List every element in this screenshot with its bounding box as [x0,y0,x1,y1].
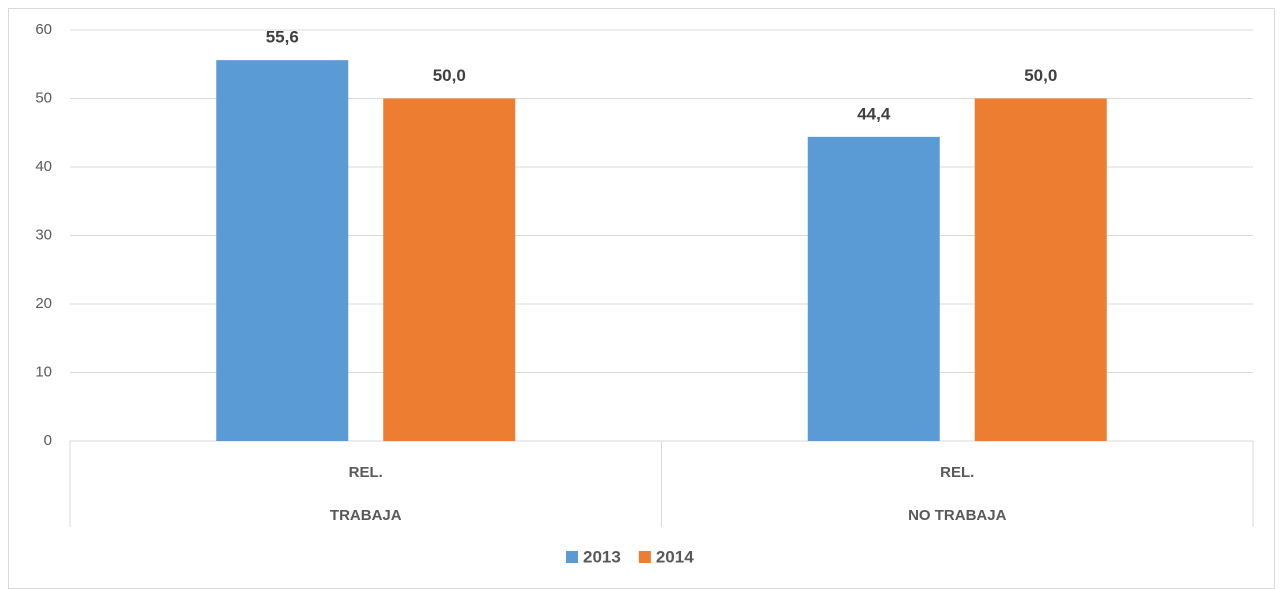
value-label: 44,4 [857,104,891,123]
y-tick-label: 0 [44,432,52,449]
y-tick-label: 30 [35,226,52,243]
bar [383,98,516,441]
x-category-label: TRABAJA [330,507,402,524]
legend-swatch [566,551,578,563]
y-tick-label: 10 [35,363,52,380]
y-tick-label: 40 [35,158,52,175]
x-category-label: NO TRABAJA [908,507,1007,524]
value-label: 50,0 [1024,66,1057,85]
y-tick-label: 50 [35,89,52,106]
x-subcategory-label: REL. [349,464,383,481]
y-tick-label: 20 [35,295,52,312]
legend-label: 2013 [583,547,621,566]
y-tick-label: 60 [35,21,52,38]
bar [974,98,1107,441]
value-label: 50,0 [433,66,466,85]
bar [216,60,349,441]
bar [807,136,940,442]
value-label: 55,6 [266,28,299,47]
x-subcategory-label: REL. [940,464,974,481]
legend-swatch [638,551,651,563]
legend-label: 2014 [656,547,694,566]
